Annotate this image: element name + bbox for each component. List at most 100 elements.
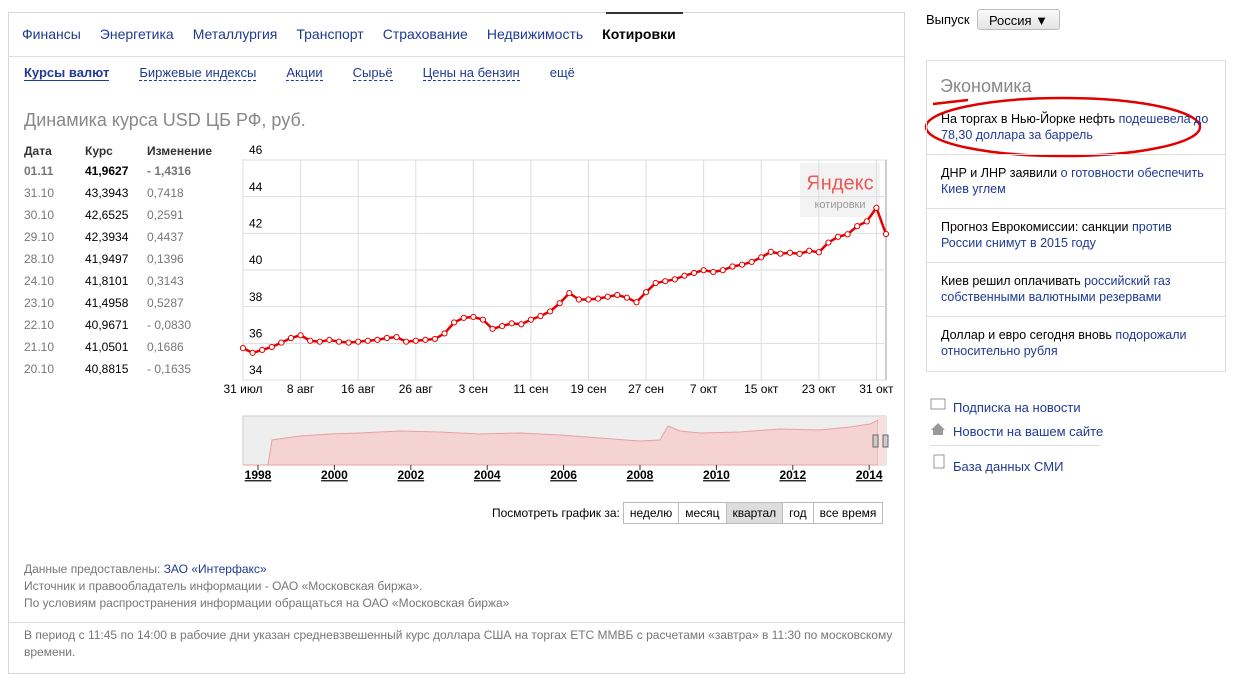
- table-row: 22.10 40,9671 - 0,0830: [22, 314, 214, 336]
- divider: [8, 622, 906, 623]
- cell: 40,9671: [85, 318, 129, 332]
- period-option[interactable]: неделю: [622, 502, 680, 524]
- table-row: 23.10 41,4958 0,5287: [22, 292, 214, 314]
- note: В период с 11:45 по 14:00 в рабочие дни …: [24, 628, 893, 659]
- subtab[interactable]: Курсы валют: [24, 65, 110, 81]
- main-panel: [8, 12, 905, 674]
- news-box: [926, 60, 1226, 372]
- tab[interactable]: Энергетика: [99, 26, 174, 42]
- table-row: 29.10 42,3934 0,4437: [22, 226, 214, 248]
- tabs: Финансы Энергетика Металлургия Транспорт Стр…: [22, 26, 676, 42]
- provider-link[interactable]: ЗАО «Интерфакс»: [163, 562, 267, 576]
- cell: 41,9627: [85, 164, 129, 178]
- icon-home: [931, 423, 945, 435]
- table-row: 31.10 43,3943 0,7418: [22, 182, 214, 204]
- news-item: Киев решил оплачивать российский газ соб…: [927, 263, 1225, 317]
- period-option[interactable]: год: [782, 502, 814, 524]
- cell: 41,8101: [85, 274, 129, 288]
- news-link[interactable]: о готовности обеспечить Киев углем: [941, 166, 1204, 196]
- edition-button[interactable]: Россия ▼: [977, 9, 1060, 30]
- tab[interactable]: Страхование: [382, 26, 468, 42]
- period-label: Посмотреть график за:: [492, 506, 620, 520]
- cell: 42,3934: [85, 230, 129, 244]
- cell: - 0,1635: [147, 362, 192, 376]
- period-option[interactable]: все время: [812, 502, 884, 524]
- news-link[interactable]: российский газ собственными валютными ре…: [941, 274, 1171, 304]
- news-item: ДНР и ЛНР заявили о готовности обеспечит…: [927, 155, 1225, 209]
- divider: [8, 56, 906, 57]
- side-links: Подписка на новости Новости на вашем сайт…: [953, 396, 1103, 479]
- cell: 41,0501: [85, 340, 129, 354]
- table-body: 01.11 41,9627 - 1,4316 31.10 43,3943 0,7418 30…: [22, 160, 214, 380]
- period-selector: Посмотреть график за: неделю месяц квартал г…: [492, 502, 884, 524]
- cell: 41,4958: [85, 296, 129, 310]
- news-text: Киев решил оплачивать: [941, 274, 1081, 288]
- source-line: По условиям распространения информации о…: [24, 596, 510, 610]
- title: Динамика курса USD ЦБ РФ, руб.: [24, 110, 306, 130]
- cell: 0,1686: [147, 340, 184, 354]
- news-list: На торгах в Нью-Йорке нефть подешевела д…: [927, 101, 1225, 371]
- cell: 0,5287: [147, 296, 184, 310]
- subtab[interactable]: Акции: [286, 65, 323, 81]
- table-row: 21.10 41,0501 0,1686: [22, 336, 214, 358]
- cell: 0,1396: [147, 252, 184, 266]
- cell: 22.10: [24, 318, 55, 332]
- news-link[interactable]: против России снимут в 2015 году: [941, 220, 1172, 250]
- news-item: Прогноз Еврокомиссии: санкции против Рос…: [927, 209, 1225, 263]
- tab[interactable]: Недвижимость: [486, 26, 584, 42]
- tab[interactable]: Металлургия: [192, 26, 278, 42]
- table-row: 20.10 40,8815 - 0,1635: [22, 358, 214, 380]
- period-option[interactable]: квартал: [725, 502, 784, 524]
- icon-mail: [930, 398, 946, 410]
- rate-table: Дата Курс Изменение 01.11 41,9627 - 1,4316 31.…: [22, 142, 214, 380]
- subtabs: Курсы валют Биржевые индексы Акции Сырьё Цен…: [24, 65, 575, 81]
- subtab[interactable]: Цены на бензин: [422, 65, 520, 81]
- divider: [930, 445, 1100, 446]
- column-header: Курс: [85, 144, 113, 158]
- subtab[interactable]: Биржевые индексы: [139, 65, 257, 81]
- cell: 0,7418: [147, 186, 184, 200]
- tab[interactable]: Транспорт: [296, 26, 364, 42]
- cell: 01.11: [24, 164, 54, 178]
- sources: Данные предоставлены: ЗАО «Интерфакс» Ист…: [24, 561, 509, 612]
- edition-label: Выпуск: [926, 12, 970, 27]
- side-link[interactable]: Новости на вашем сайте: [953, 424, 1104, 439]
- icon-doc: [933, 454, 945, 469]
- cell: - 1,4316: [147, 164, 192, 178]
- cell: 0,3143: [147, 274, 184, 288]
- news-text: На торгах в Нью-Йорке нефть: [941, 112, 1116, 126]
- news-text: ДНР и ЛНР заявили: [941, 166, 1058, 180]
- source-line: Данные предоставлены: ЗАО «Интерфакс»: [24, 561, 509, 578]
- news-item: Доллар и евро сегодня вновь подорожали о…: [927, 317, 1225, 371]
- subtab[interactable]: Сырьё: [352, 65, 393, 81]
- tab[interactable]: Котировки: [602, 26, 676, 42]
- section-title: Экономика: [940, 76, 1032, 96]
- subtab[interactable]: ещё: [549, 65, 575, 80]
- news-link[interactable]: подешевела до 78,30 доллара за баррель: [941, 112, 1209, 142]
- table-row: 01.11 41,9627 - 1,4316: [22, 160, 214, 182]
- provider-label: Данные предоставлены:: [24, 562, 161, 576]
- news-text: Доллар и евро сегодня вновь: [941, 328, 1112, 342]
- cell: - 0,0830: [147, 318, 192, 332]
- cell: 30.10: [24, 208, 55, 222]
- news-item: На торгах в Нью-Йорке нефть подешевела д…: [927, 101, 1225, 155]
- table-header: Дата Курс Изменение: [22, 142, 214, 160]
- tab[interactable]: Финансы: [22, 26, 81, 42]
- cell: 28.10: [24, 252, 55, 266]
- active-tab-bar: [606, 12, 683, 14]
- cell: 40,8815: [85, 362, 129, 376]
- news-link[interactable]: подорожали относительно рубля: [941, 328, 1187, 358]
- cell: 0,2591: [147, 208, 184, 222]
- cell: 0,4437: [147, 230, 184, 244]
- cell: 24.10: [24, 274, 55, 288]
- side-link[interactable]: База данных СМИ: [953, 459, 1064, 474]
- cell: 29.10: [24, 230, 55, 244]
- period-option[interactable]: месяц: [678, 502, 727, 524]
- side-link[interactable]: Подписка на новости: [953, 400, 1081, 415]
- cell: 31.10: [24, 186, 55, 200]
- cell: 20.10: [24, 362, 55, 376]
- table-row: 24.10 41,8101 0,3143: [22, 270, 214, 292]
- news-text: Прогноз Еврокомиссии: санкции: [941, 220, 1129, 234]
